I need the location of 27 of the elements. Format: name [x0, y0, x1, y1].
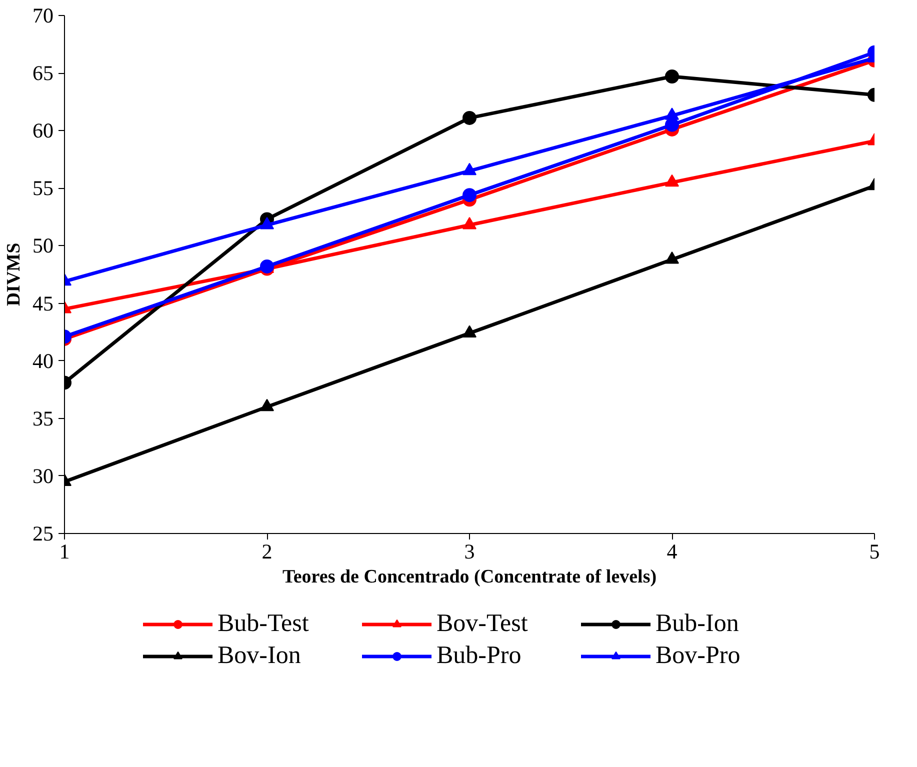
point [462, 188, 476, 202]
x-tick-label: 3 [464, 540, 475, 564]
legend-label: Bov-Test [436, 610, 529, 638]
y-tick-label: 60 [32, 118, 54, 143]
legend-label: Bov-Pro [656, 642, 742, 670]
x-axis-title: Teores de Concentrado (Concentrate of levels) [282, 566, 657, 588]
x-tick-label: 2 [262, 540, 272, 564]
x-tick-label: 4 [666, 540, 678, 564]
y-tick-label: 65 [32, 61, 54, 86]
legend-label: Bub-Test [218, 610, 310, 638]
point [462, 110, 476, 125]
legend-label: Bub-Pro [436, 642, 522, 670]
point [462, 162, 476, 176]
legend-label: Bub-Ion [656, 610, 740, 638]
x-tick-label: 1 [59, 540, 70, 564]
y-tick-label: 35 [32, 406, 54, 430]
x-tick-label: 5 [869, 540, 880, 564]
y-tick-label: 40 [32, 348, 54, 373]
y-tick-label: 25 [32, 522, 54, 546]
y-tick-label: 50 [32, 234, 54, 258]
legend-label: Bov-Ion [218, 642, 302, 670]
y-tick-label: 30 [32, 464, 54, 488]
y-axis-title: DIVMS [4, 242, 24, 306]
y-tick-label: 45 [32, 291, 54, 316]
y-tick-label: 70 [32, 4, 54, 28]
point [462, 325, 476, 338]
y-tick-label: 55 [32, 176, 54, 200]
